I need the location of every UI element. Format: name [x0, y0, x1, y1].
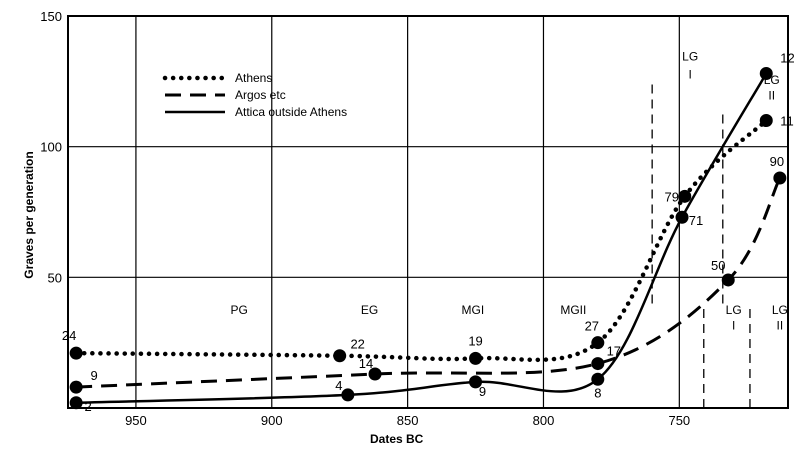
x-tick-label-900: 900 [261, 413, 283, 428]
period-label-8: LG [726, 303, 742, 317]
data-point-argos-etc-0 [69, 380, 83, 394]
data-label-athens-2: 19 [468, 333, 482, 348]
data-point-attica-outside-athens-2 [469, 375, 483, 389]
data-point-attica-outside-athens-0 [69, 396, 83, 410]
data-label-attica-outside-athens-2: 9 [479, 384, 486, 399]
period-label-2: MGI [461, 303, 484, 317]
x-axis-title: Dates BC [370, 432, 424, 446]
data-point-athens-2 [469, 351, 483, 365]
data-point-argos-etc-1 [368, 367, 382, 381]
data-point-argos-etc-3 [721, 273, 735, 287]
period-dividers [651, 81, 751, 408]
data-label-argos-etc-3: 50 [711, 258, 725, 273]
series-line-attica-outside-athens [76, 72, 768, 405]
period-label-1: EG [361, 303, 378, 317]
data-label-argos-etc-1: 14 [359, 356, 373, 371]
data-label-attica-outside-athens-5: 129 [780, 50, 794, 65]
data-label-attica-outside-athens-0: 2 [85, 399, 92, 414]
data-label-attica-outside-athens-4: 71 [689, 213, 703, 228]
legend-label-athens: Athens [235, 71, 272, 85]
legend-label-attica-outside-athens: Attica outside Athens [235, 105, 347, 119]
series-attica-outside-athens: 2 4 9 8 71 129 [69, 50, 794, 414]
period-label-3: MGII [560, 303, 586, 317]
data-label-athens-1: 22 [350, 337, 364, 352]
legend-label-argos-etc: Argos etc [235, 88, 286, 102]
data-label-athens-0: 24 [62, 328, 76, 343]
data-point-athens-5 [759, 114, 773, 128]
y-tick-label-100: 100 [40, 140, 62, 155]
data-point-attica-outside-athens-5 [759, 66, 773, 80]
data-point-argos-etc-4 [773, 171, 787, 185]
data-point-athens-1 [333, 349, 347, 363]
period-label-7: II [768, 89, 775, 103]
tick-labels: 950 900 850 800 750 50 100 150 [40, 9, 690, 428]
data-label-athens-3: 27 [585, 319, 599, 334]
data-point-attica-outside-athens-4 [675, 210, 689, 224]
data-point-athens-0 [69, 346, 83, 360]
data-label-attica-outside-athens-3: 8 [594, 385, 601, 400]
period-label-0: PG [230, 303, 247, 317]
series-line-argos-etc [76, 177, 782, 389]
plot-frame [67, 15, 789, 409]
series-layer: 2422192779114914175090249871129 [62, 50, 794, 413]
y-axis-title: Graves per generation [22, 151, 36, 278]
data-label-argos-etc-4: 90 [770, 154, 784, 169]
data-label-argos-etc-0: 9 [91, 368, 98, 383]
x-tick-label-850: 850 [397, 413, 419, 428]
series-line-athens [73, 118, 769, 363]
period-label-6: LG [764, 73, 780, 87]
series-argos-etc: 9 14 17 50 90 [69, 154, 787, 394]
data-point-athens-4 [678, 189, 692, 203]
period-label-10: LG [772, 303, 788, 317]
x-tick-label-750: 750 [668, 413, 690, 428]
period-labels: PG EG MGI MGII LG I LG II LG I LG II [230, 49, 787, 332]
data-point-argos-etc-2 [591, 357, 605, 371]
x-tick-label-800: 800 [533, 413, 555, 428]
data-label-athens-4: 79 [665, 189, 679, 204]
data-label-attica-outside-athens-1: 4 [335, 378, 342, 393]
data-label-athens-5: 114 [780, 114, 794, 129]
y-tick-label-50: 50 [48, 270, 62, 285]
y-tick-label-150: 150 [40, 9, 62, 24]
data-point-attica-outside-athens-1 [341, 388, 355, 402]
data-label-argos-etc-2: 17 [607, 344, 621, 359]
period-label-4: LG [682, 49, 698, 63]
data-point-athens-3 [591, 336, 605, 350]
data-point-attica-outside-athens-3 [591, 372, 605, 386]
grid [68, 16, 788, 408]
legend: Athens Argos etc Attica outside Athens [162, 71, 347, 119]
series-athens: 24 22 19 27 79 114 [62, 114, 794, 365]
period-label-9: I [732, 319, 735, 333]
x-tick-label-950: 950 [125, 413, 147, 428]
period-label-5: I [689, 68, 692, 82]
period-label-11: II [777, 319, 784, 333]
